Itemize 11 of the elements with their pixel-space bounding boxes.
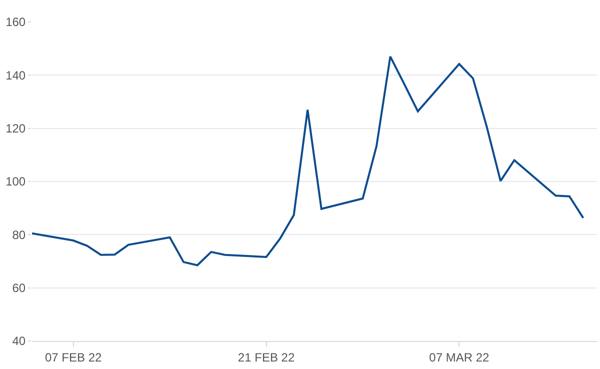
- line-series: [32, 56, 584, 266]
- y-tick-label: 160: [6, 15, 26, 30]
- x-tick-label: 07 FEB 22: [44, 350, 102, 364]
- y-tick-label: 80: [12, 228, 26, 242]
- x-tick-label: 21 FEB 22: [238, 350, 295, 364]
- x-tick-label: 07 MAR 22: [429, 350, 490, 364]
- y-tick-label: 60: [12, 281, 26, 296]
- y-tick-label: 40: [12, 334, 26, 348]
- y-tick-label: 140: [6, 68, 26, 82]
- y-tick-label: 120: [6, 122, 26, 136]
- y-tick-label: 100: [6, 174, 26, 189]
